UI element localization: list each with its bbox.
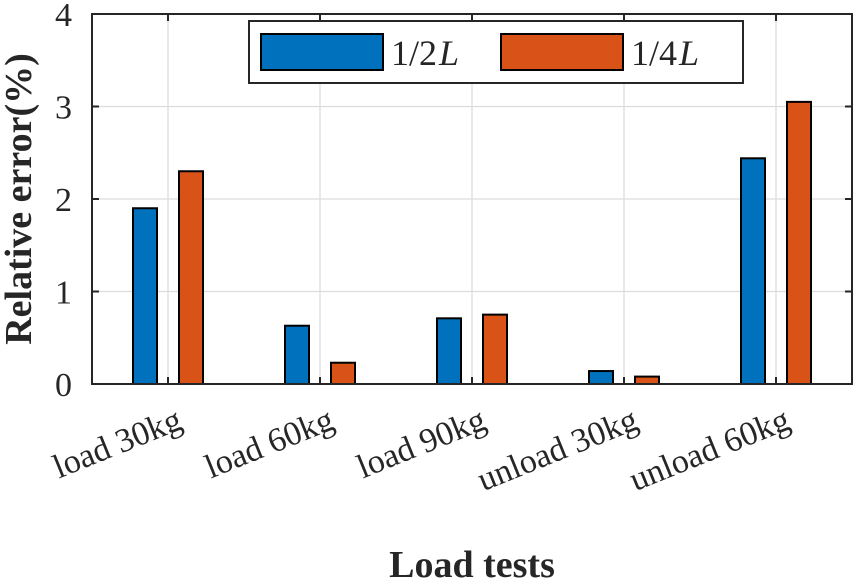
bar: [178, 170, 204, 385]
y-tick-label: 2: [55, 182, 72, 219]
legend-label: 1/4L: [631, 33, 699, 73]
bar: [132, 207, 158, 385]
legend-swatch: [260, 33, 384, 71]
y-tick-label: 3: [55, 90, 72, 127]
bar: [588, 370, 614, 385]
bar: [330, 361, 356, 386]
x-tick-label: load 60kg: [200, 401, 339, 486]
y-tick-label: 1: [55, 275, 72, 312]
legend-label: 1/2L: [391, 33, 459, 73]
bar: [482, 313, 508, 385]
x-tick-label: load 90kg: [352, 401, 491, 486]
x-tick-label: unload 60kg: [624, 401, 795, 499]
bar: [634, 375, 660, 386]
bar: [436, 317, 462, 386]
y-axis-ticks: 0 1 2 3 4: [55, 0, 852, 404]
x-tick-label: unload 30kg: [472, 401, 643, 499]
x-axis-title: Load tests: [389, 544, 555, 583]
bar: [284, 324, 310, 386]
legend: 1/2L 1/4L: [248, 20, 744, 84]
bar: [740, 157, 766, 385]
y-tick-label: 4: [55, 0, 72, 34]
x-tick-label: load 30kg: [48, 401, 187, 486]
y-axis-title: Relative error(%): [0, 53, 40, 345]
y-tick-label: 0: [55, 367, 72, 404]
bars: [132, 100, 812, 386]
legend-swatch: [500, 33, 624, 71]
bar: [786, 100, 812, 385]
